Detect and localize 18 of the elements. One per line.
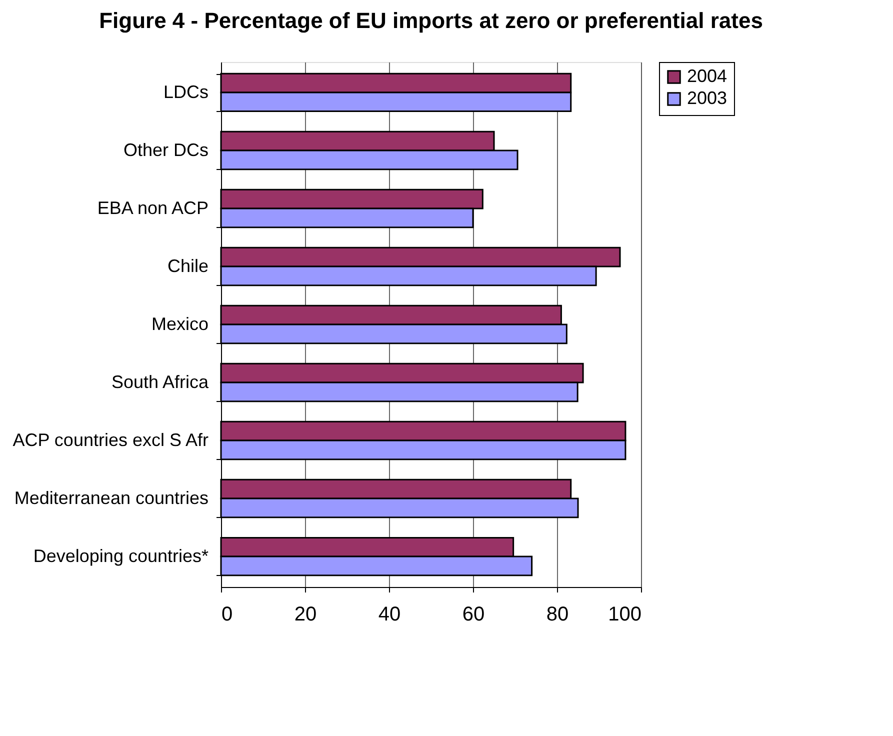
y-tick-label: ACP countries excl S Afr: [12, 430, 209, 450]
y-tick-label: LDCs: [163, 82, 208, 102]
x-tick-label: 100: [608, 604, 642, 626]
x-tick-label: 0: [222, 604, 233, 626]
x-tick-label: 40: [378, 604, 401, 626]
y-tick-label: Mediterranean countries: [14, 488, 208, 508]
x-tick-label: 60: [462, 604, 485, 626]
legend-label: 2003: [687, 88, 728, 108]
y-tick-label: South Africa: [111, 372, 210, 392]
legend-label: 2004: [687, 66, 728, 86]
y-tick-label: EBA non ACP: [97, 198, 208, 218]
x-tick-label: 80: [546, 604, 569, 626]
y-tick-label: Chile: [167, 256, 208, 276]
y-tick-label: Other DCs: [123, 140, 208, 160]
y-tick-label: Developing countries*: [33, 546, 208, 566]
x-tick-label: 20: [294, 604, 317, 626]
y-tick-label: Mexico: [151, 314, 208, 334]
chart-title: Figure 4 - Percentage of EU imports at zero or preferential rates: [99, 8, 763, 33]
